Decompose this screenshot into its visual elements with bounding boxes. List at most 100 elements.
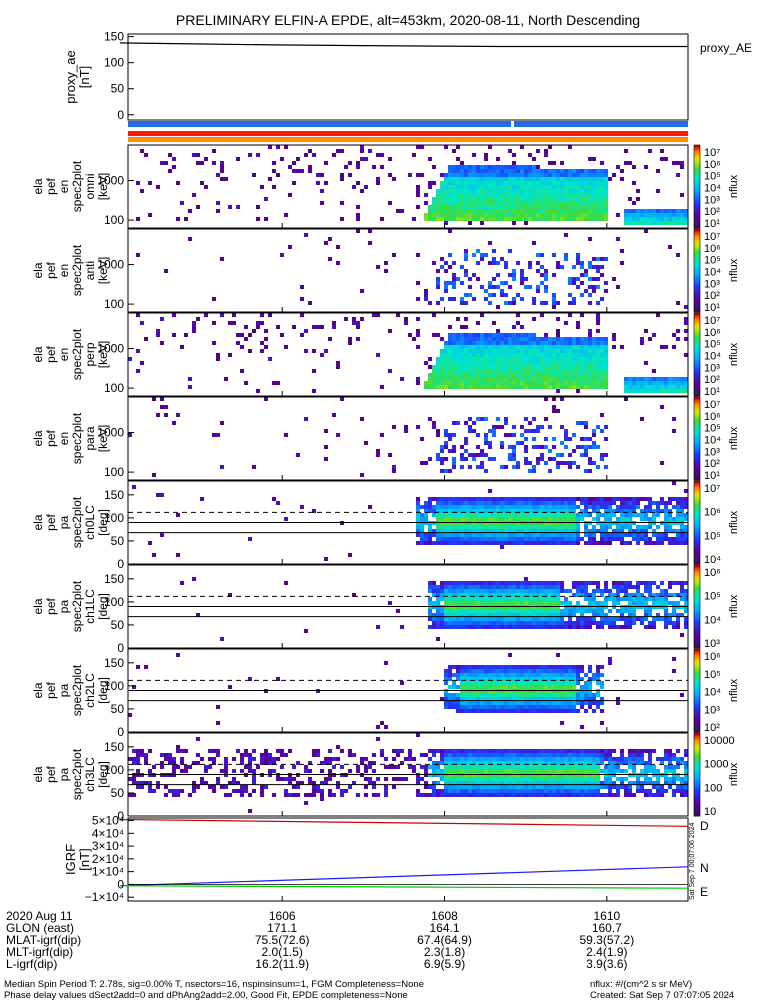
spectrogram-cell [340,765,344,769]
spectrogram-cell [596,793,600,797]
spectrogram-cell [468,181,472,185]
spectrogram-cell [512,709,516,713]
spectrogram-cell [216,209,220,213]
spectrogram-cell [624,385,628,389]
spectrogram-cell [492,369,496,373]
spectrogram-cell [468,337,472,341]
spectrogram-cell [532,381,536,385]
spectrogram-cell [428,381,432,385]
spectrogram-cell [356,165,360,169]
spectrogram-cell [516,617,520,621]
spectrogram-cell [508,189,512,193]
spectrogram-cell [472,517,476,521]
spectrogram-cell [576,781,580,785]
spectrogram-cell [604,373,608,377]
spectrogram-cell [492,277,496,281]
spectrogram-cell [580,337,584,341]
spectrogram-cell [540,685,544,689]
spectrogram-cell [408,749,412,753]
spectrogram-cell [436,541,440,545]
spectrogram-cell [516,601,520,605]
spectrogram-cell [456,421,460,425]
spectrogram-cell [392,253,396,257]
spectrogram-cell [444,789,448,793]
spectrogram-cell [512,201,516,205]
spectrogram-cell [596,693,600,697]
spectrogram-cell [460,685,464,689]
spectrogram-cell [512,181,516,185]
spectrogram-cell [472,349,476,353]
spectrogram-cell [524,337,528,341]
spectrogram-cell [632,513,636,517]
spectrogram-cell [564,613,568,617]
spectrogram-cell [600,381,604,385]
spectrogram-cell [588,337,592,341]
spectrogram-cell [512,449,516,453]
spectrogram-cell [580,209,584,213]
spectrogram-cell [524,781,528,785]
spectrogram-cell [524,429,528,433]
spectrogram-cell [528,369,532,373]
spectrogram-cell [604,537,608,541]
spectrogram-cell [436,197,440,201]
spectrogram-cell [496,537,500,541]
spectrogram-cell [556,669,560,673]
spectrogram-cell [544,517,548,521]
spectrogram-cell [600,537,604,541]
spectrogram-cell [576,673,580,677]
spectrogram-cell [476,361,480,365]
spectrogram-cell [604,377,608,381]
spectrogram-cell [572,785,576,789]
spectrogram-cell [548,525,552,529]
spectrogram-cell [536,381,540,385]
spectrogram-cell [580,213,584,217]
spectrogram-cell [444,289,448,293]
spectrogram-cell [300,333,304,337]
spectrogram-cell [588,705,592,709]
spectrogram-cell [600,185,604,189]
spectrogram-cell [480,593,484,597]
spectrogram-cell [488,145,492,149]
spectrogram-cell [512,345,516,349]
spectrogram-cell [452,465,456,469]
spectrogram-cell [500,353,504,357]
spectrogram-cell [248,793,252,797]
spectrogram-cell [440,525,444,529]
spectrogram-cell [536,177,540,181]
spectrogram-cell [472,369,476,373]
spectrogram-cell [628,517,632,521]
spectrogram-cell [508,793,512,797]
spectrogram-cell [512,581,516,585]
spectrogram-cell [468,381,472,385]
spectrogram-cell [572,501,576,505]
spectrogram-cell [440,205,444,209]
spectrogram-cell [596,185,600,189]
spectrogram-cell [448,761,452,765]
spectrogram-cell [524,677,528,681]
spectrogram-cell [540,377,544,381]
spectrogram-cell [444,697,448,701]
spectrogram-cell [544,285,548,289]
spectrogram-cell [600,613,604,617]
spectrogram-cell [544,777,548,781]
spectrogram-cell [528,781,532,785]
spectrogram-cell [568,461,572,465]
spectrogram-cell [664,221,668,225]
spectrogram-cell [528,213,532,217]
spectrogram-cell [488,525,492,529]
spectrogram-cell [512,161,516,165]
spectrogram-cell [544,177,548,181]
spectrogram-cell [520,761,524,765]
spectrogram-cell [664,385,668,389]
spectrogram-cell [572,533,576,537]
spectrogram-cell [464,349,468,353]
spectrogram-cell [576,181,580,185]
spectrogram-cell [580,581,584,585]
spectrogram-cell [552,525,556,529]
spectrogram-cell [428,749,432,753]
spectrogram-cell [632,165,636,169]
spectrogram-cell [460,349,464,353]
spectrogram-cell [456,517,460,521]
spectrogram-cell [516,313,520,317]
spectrogram-cell [136,785,140,789]
